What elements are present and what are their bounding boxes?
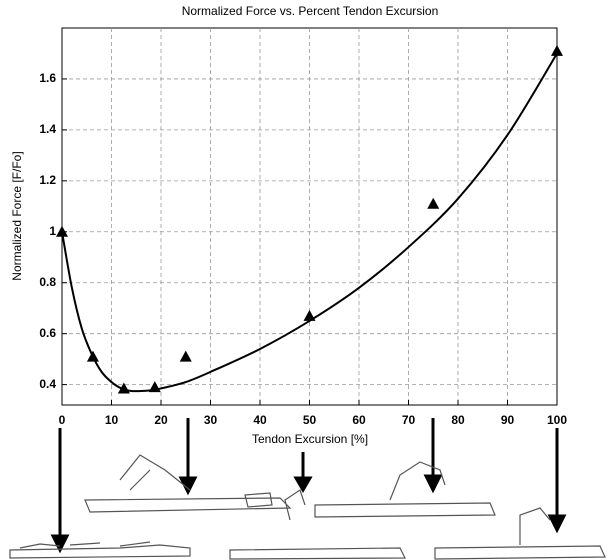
x-tick-label: 60: [352, 413, 366, 427]
x-tick-label: 20: [154, 413, 168, 427]
fit-line: [62, 53, 557, 391]
hand-drawings: [10, 455, 605, 559]
x-tick-label: 10: [105, 413, 119, 427]
y-tick-label: 0.4: [39, 377, 56, 391]
x-tick-label: 80: [451, 413, 465, 427]
x-axis-label: Tendon Excursion [%]: [252, 432, 368, 446]
x-tick-label: 100: [547, 413, 567, 427]
chart-title: Normalized Force vs. Percent Tendon Excu…: [182, 4, 439, 18]
x-tick-label: 0: [59, 413, 66, 427]
y-tick-label: 1: [49, 224, 56, 238]
y-axis-label: Normalized Force [F/Fo]: [10, 151, 24, 280]
y-tick-label: 1.2: [39, 173, 56, 187]
chart: Normalized Force vs. Percent Tendon Excu…: [0, 0, 608, 560]
x-tick-label: 70: [402, 413, 416, 427]
x-tick-label: 50: [303, 413, 317, 427]
x-tick-label: 90: [501, 413, 515, 427]
x-tick-label: 40: [253, 413, 267, 427]
x-tick-label: 30: [204, 413, 218, 427]
y-tick-label: 1.6: [39, 71, 56, 85]
y-tick-label: 1.4: [39, 122, 56, 136]
data-point: [427, 198, 439, 209]
y-tick-label: 0.6: [39, 326, 56, 340]
y-tick-label: 0.8: [39, 275, 56, 289]
data-point: [180, 351, 192, 362]
